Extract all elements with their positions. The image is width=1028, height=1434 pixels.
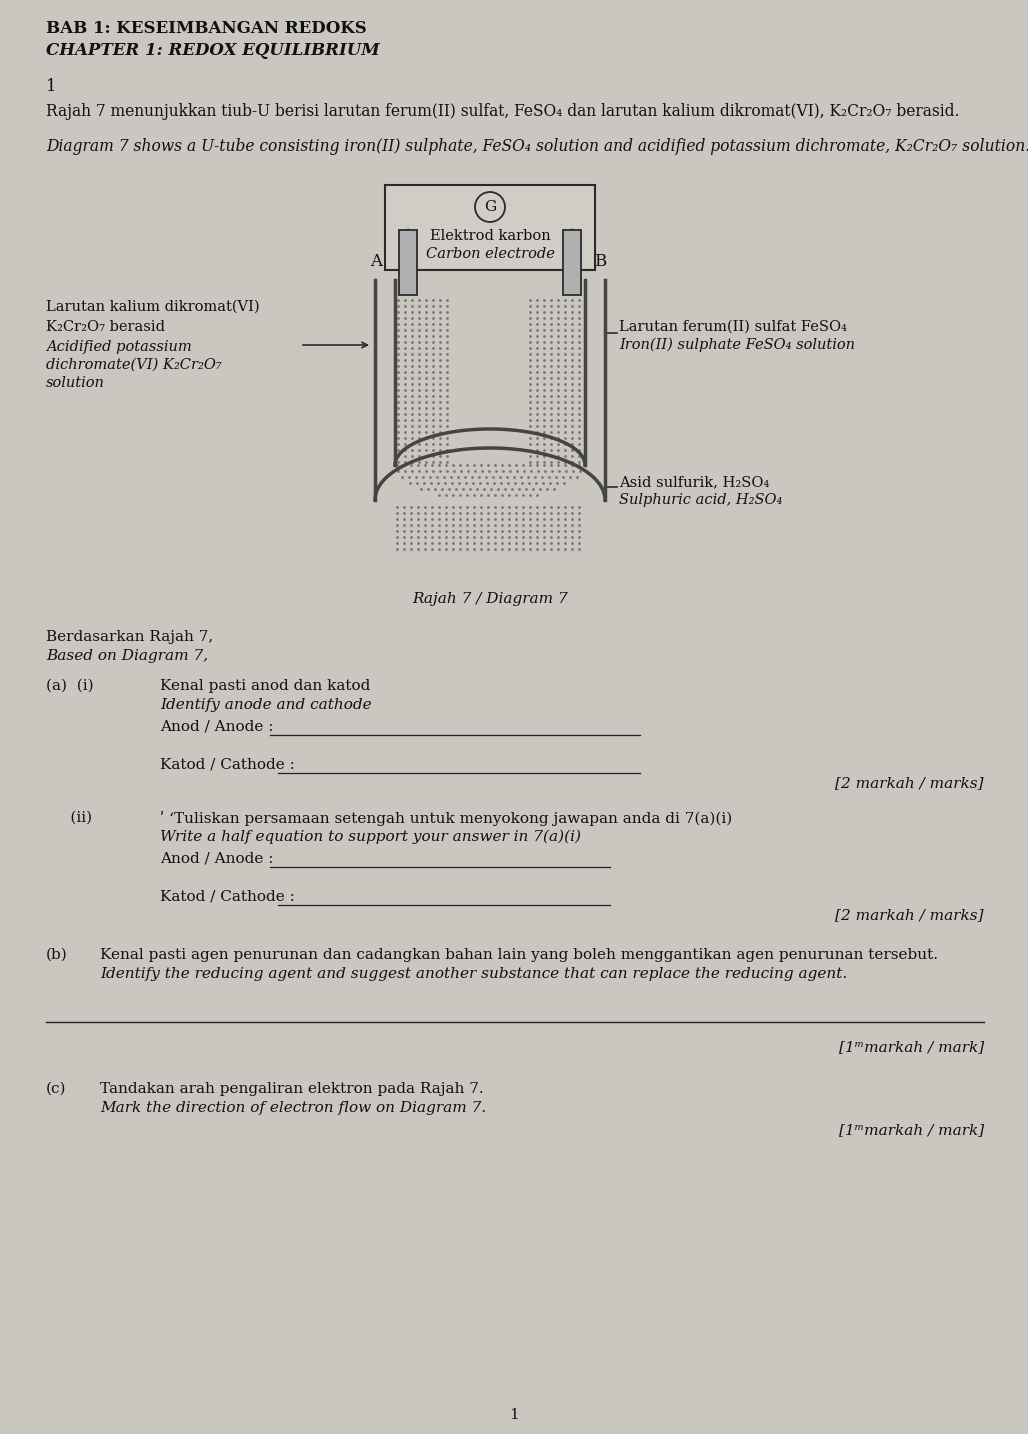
Text: Based on Diagram 7,: Based on Diagram 7,: [46, 650, 208, 663]
Text: Rajah 7 / Diagram 7: Rajah 7 / Diagram 7: [412, 592, 567, 607]
Text: A: A: [370, 254, 382, 271]
Text: Katod / Cathode :: Katod / Cathode :: [160, 759, 295, 771]
Text: G: G: [484, 199, 497, 214]
Text: [2 markah / marks]: [2 markah / marks]: [836, 776, 984, 790]
Text: Katod / Cathode :: Katod / Cathode :: [160, 891, 295, 903]
Circle shape: [475, 192, 505, 222]
Text: 1: 1: [46, 77, 57, 95]
Text: Carbon electrode: Carbon electrode: [426, 247, 554, 261]
Text: Rajah 7 menunjukkan tiub-U berisi larutan ferum(II) sulfat, FeSO₄ dan larutan ka: Rajah 7 menunjukkan tiub-U berisi laruta…: [46, 103, 959, 120]
Text: Kenal pasti anod dan katod: Kenal pasti anod dan katod: [160, 680, 370, 693]
Bar: [399, 229, 417, 295]
Text: Mark the direction of electron flow on Diagram 7.: Mark the direction of electron flow on D…: [100, 1101, 486, 1116]
Text: Asid sulfurik, H₂SO₄: Asid sulfurik, H₂SO₄: [619, 475, 769, 489]
Text: dichromate(VI) K₂Cr₂O₇: dichromate(VI) K₂Cr₂O₇: [46, 358, 222, 371]
Text: Kenal pasti agen penurunan dan cadangkan bahan lain yang boleh menggantikan agen: Kenal pasti agen penurunan dan cadangkan…: [100, 948, 938, 962]
Text: Berdasarkan Rajah 7,: Berdasarkan Rajah 7,: [46, 630, 213, 644]
Text: B: B: [594, 254, 607, 271]
Text: Larutan ferum(II) sulfat FeSO₄: Larutan ferum(II) sulfat FeSO₄: [619, 320, 847, 334]
Text: Identify the reducing agent and suggest another substance that can replace the r: Identify the reducing agent and suggest …: [100, 967, 847, 981]
Bar: [386, 185, 595, 270]
Text: Elektrod karbon: Elektrod karbon: [430, 229, 550, 242]
Text: Anod / Anode :: Anod / Anode :: [160, 720, 273, 734]
Text: [1ᵐmarkah / mark]: [1ᵐmarkah / mark]: [839, 1040, 984, 1054]
Text: [2 markah / marks]: [2 markah / marks]: [836, 908, 984, 922]
Text: K₂Cr₂O₇ berasid: K₂Cr₂O₇ berasid: [46, 320, 166, 334]
Text: CHAPTER 1: REDOX EQUILIBRIUM: CHAPTER 1: REDOX EQUILIBRIUM: [46, 42, 379, 59]
Text: [1ᵐmarkah / mark]: [1ᵐmarkah / mark]: [839, 1123, 984, 1137]
Text: (c): (c): [46, 1083, 67, 1096]
Text: Identify anode and cathode: Identify anode and cathode: [160, 698, 372, 713]
Text: Tandakan arah pengaliran elektron pada Rajah 7.: Tandakan arah pengaliran elektron pada R…: [100, 1083, 483, 1096]
Text: (ii): (ii): [46, 812, 93, 825]
Text: ʹ ʻTuliskan persamaan setengah untuk menyokong jawapan anda di 7(a)(i): ʹ ʻTuliskan persamaan setengah untuk men…: [160, 812, 732, 826]
Text: Iron(II) sulphate FeSO₄ solution: Iron(II) sulphate FeSO₄ solution: [619, 338, 855, 353]
Text: Sulphuric acid, H₂SO₄: Sulphuric acid, H₂SO₄: [619, 493, 782, 508]
Text: (b): (b): [46, 948, 68, 962]
Text: Diagram 7 shows a U-tube consisting iron(II) sulphate, FeSO₄ solution and acidif: Diagram 7 shows a U-tube consisting iron…: [46, 138, 1028, 155]
Text: Write a half equation to support your answer in 7(a)(i): Write a half equation to support your an…: [160, 830, 581, 845]
Text: (a)  (i): (a) (i): [46, 680, 94, 693]
Text: Larutan kalium dikromat(VI): Larutan kalium dikromat(VI): [46, 300, 260, 314]
Text: Anod / Anode :: Anod / Anode :: [160, 852, 273, 866]
Text: solution: solution: [46, 376, 105, 390]
Text: BAB 1: KESEIMBANGAN REDOKS: BAB 1: KESEIMBANGAN REDOKS: [46, 20, 367, 37]
Bar: [563, 229, 581, 295]
Text: Acidified potassium: Acidified potassium: [46, 340, 192, 354]
Text: 1: 1: [509, 1408, 519, 1423]
